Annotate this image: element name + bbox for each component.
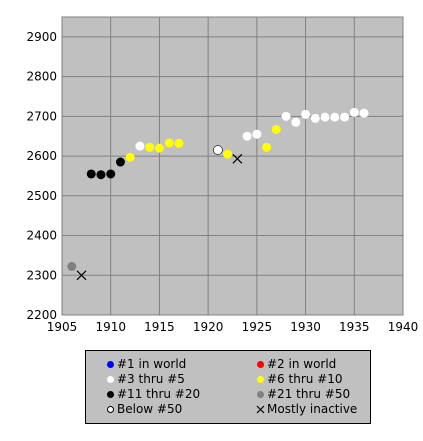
legend-marker-icon [256,357,265,372]
data-point [223,149,233,159]
y-tick-label: 2900 [26,30,57,44]
x-tick-label: 1905 [47,320,78,334]
data-point [349,107,359,117]
legend-item-below-50: Below #50 [106,402,256,417]
data-point [174,138,184,148]
data-point [135,141,145,151]
y-tick-label: 2300 [26,268,57,282]
data-point [67,262,77,272]
y-axis: 2200 2300 2400 2500 2600 2700 2800 2900 [26,30,57,322]
data-point [262,142,272,152]
legend-label: #6 thru #10 [267,372,343,386]
x-tick-label: 1910 [95,320,126,334]
legend-label: Mostly inactive [267,402,358,416]
chart: 1905 1910 1915 1920 1925 1930 1935 1940 2200 230… [26,16,419,334]
data-point [145,142,155,152]
legend-item-rank-6-10: #6 thru #10 [256,372,392,387]
data-point-inactive [232,153,243,164]
legend-item-rank-21-50: #21 thru #50 [256,387,392,402]
data-point [301,109,311,119]
y-tick-label: 2700 [26,109,57,123]
data-point [320,112,330,122]
y-tick-label: 2800 [26,70,57,84]
legend-label: Below #50 [117,402,183,416]
data-point [359,108,369,118]
legend-marker-icon [106,402,115,417]
plot-area [61,16,404,316]
legend-item-rank-11-20: #11 thru #20 [106,387,256,402]
data-points [67,107,369,281]
legend-item-inactive: Mostly inactive [256,402,392,417]
legend-label: #3 thru #5 [117,372,185,386]
x-tick-label: 1915 [144,320,175,334]
legend-label: #21 thru #50 [267,387,351,401]
data-point [106,169,116,179]
data-point [310,113,320,123]
legend-item-rank-1: #1 in world [106,357,256,372]
legend-item-rank-3-5: #3 thru #5 [106,372,256,387]
data-point [96,170,106,180]
x-tick-label: 1925 [242,320,273,334]
data-point [340,112,350,122]
y-tick-label: 2200 [26,308,57,322]
legend-marker-icon [256,387,265,402]
x-tick-label: 1920 [193,320,224,334]
data-point [281,111,291,121]
data-point [330,112,340,122]
x-tick-label: 1935 [339,320,370,334]
legend-marker-icon [256,402,265,417]
data-point [154,143,164,153]
legend-label: #11 thru #20 [117,387,201,401]
y-tick-label: 2500 [26,189,57,203]
data-point [291,117,301,127]
x-tick-label: 1930 [290,320,321,334]
legend: #1 in world #2 in world #3 thru #5 #6 th… [85,350,371,424]
data-point [252,129,262,139]
legend-marker-icon [106,357,115,372]
legend-marker-icon [106,372,115,387]
data-point [242,131,252,141]
legend-marker-icon [256,372,265,387]
legend-label: #2 in world [267,357,337,371]
legend-label: #1 in world [117,357,187,371]
legend-item-rank-2: #2 in world [256,357,392,372]
data-point [213,145,223,155]
data-point [115,157,125,167]
data-point [86,169,96,179]
x-tick-label: 1940 [388,320,419,334]
data-point [271,124,281,134]
x-axis: 1905 1910 1915 1920 1925 1930 1935 1940 [47,320,419,334]
y-tick-label: 2400 [26,229,57,243]
data-point [125,152,135,162]
data-point [164,138,174,148]
legend-marker-icon [106,387,115,402]
data-point-inactive [76,270,87,281]
y-tick-label: 2600 [26,149,57,163]
